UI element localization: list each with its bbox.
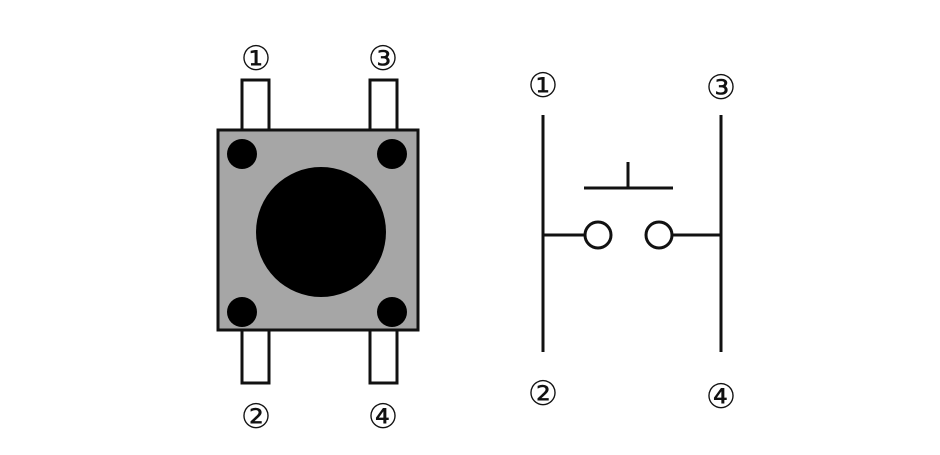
schematic-labels: ① ③ ② ④	[528, 66, 736, 417]
corner-dot-top-left	[227, 139, 257, 169]
package-pin-label-3: ③	[368, 39, 398, 79]
pin-lead-2	[240, 328, 271, 385]
left-contact	[583, 220, 613, 250]
package-pin-label-2: ②	[241, 397, 271, 437]
corner-dot-bottom-right	[377, 297, 407, 327]
right-contact	[644, 220, 674, 250]
schematic-pin-label-4: ④	[706, 377, 736, 417]
schematic-pin-label-2: ②	[528, 374, 558, 414]
corner-dot-bottom-left	[227, 297, 257, 327]
pin-lead-1	[240, 78, 271, 132]
pin-lead-4	[368, 328, 399, 385]
switch-package: ① ③ ② ④	[216, 39, 420, 437]
package-pin-label-4: ④	[368, 397, 398, 437]
package-pin-label-1: ①	[241, 39, 271, 79]
switch-schematic	[541, 115, 723, 352]
schematic-pin-label-1: ①	[528, 66, 558, 106]
actuator-button	[256, 167, 386, 297]
corner-dot-top-right	[377, 139, 407, 169]
pin-lead-3	[368, 78, 399, 132]
schematic-pin-label-3: ③	[706, 68, 736, 108]
